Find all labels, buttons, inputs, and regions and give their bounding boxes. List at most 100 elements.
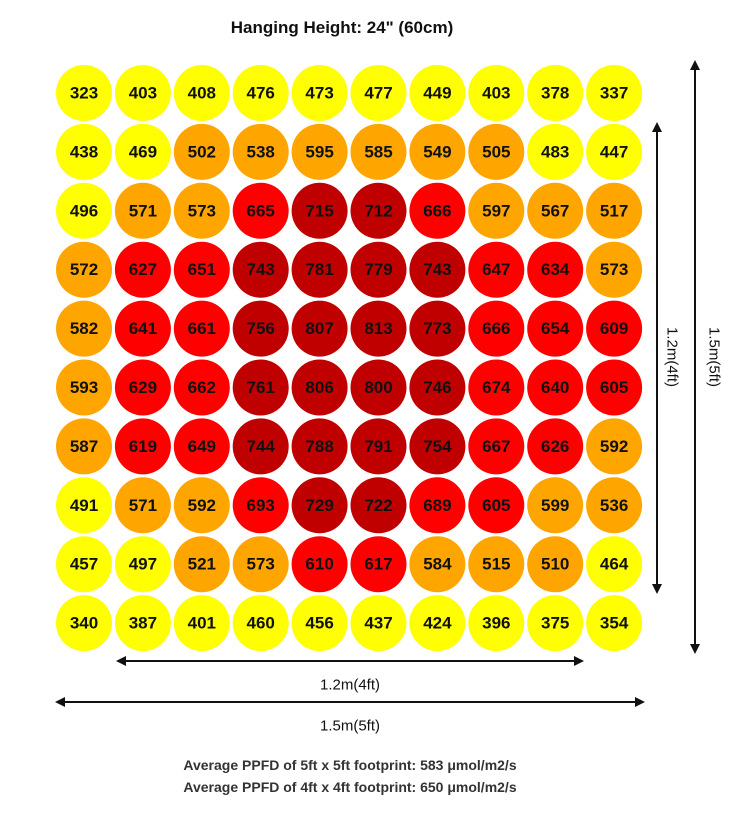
heatmap-cell-value: 323 — [70, 84, 98, 103]
heatmap-cell-value: 447 — [600, 142, 628, 161]
heatmap-cell-value: 634 — [541, 260, 570, 279]
heatmap-cell-value: 403 — [129, 84, 157, 103]
heatmap-cell-value: 438 — [70, 142, 98, 161]
average-ppfd-4ft: Average PPFD of 4ft x 4ft footprint: 650… — [0, 779, 700, 795]
heatmap-cell-value: 403 — [482, 84, 510, 103]
heatmap-cell-value: 496 — [70, 201, 98, 220]
heatmap-cell-value: 743 — [423, 260, 451, 279]
heatmap-cell-value: 460 — [247, 614, 275, 633]
heatmap-cell-value: 610 — [305, 555, 333, 574]
heatmap-cell-value: 661 — [188, 319, 216, 338]
heatmap-cell-value: 573 — [247, 555, 275, 574]
heatmap-cell-value: 538 — [247, 142, 275, 161]
heatmap-cell-value: 779 — [364, 260, 392, 279]
inner-horizontal-label: 1.2m(4ft) — [320, 677, 380, 694]
heatmap-cell-value: 627 — [129, 260, 157, 279]
heatmap-cell-value: 599 — [541, 496, 569, 515]
heatmap-cell-value: 571 — [129, 201, 157, 220]
heatmap-cell-value: 491 — [70, 496, 98, 515]
heatmap-cell-value: 473 — [305, 84, 333, 103]
heatmap-cell-value: 754 — [423, 437, 452, 456]
heatmap-cell-value: 387 — [129, 614, 157, 633]
heatmap-cell-value: 693 — [247, 496, 275, 515]
heatmap-cell-value: 340 — [70, 614, 98, 633]
outer-vertical-label: 1.5m(5ft) — [706, 327, 723, 387]
heatmap-cell-value: 662 — [188, 378, 216, 397]
heatmap-cell-value: 592 — [600, 437, 628, 456]
heatmap-cell-value: 654 — [541, 319, 570, 338]
heatmap-cell-value: 573 — [600, 260, 628, 279]
heatmap-cell-value: 584 — [423, 555, 452, 574]
heatmap-cell-value: 469 — [129, 142, 157, 161]
heatmap-cell-value: 567 — [541, 201, 569, 220]
heatmap-cell-value: 629 — [129, 378, 157, 397]
heatmap-cell-value: 756 — [247, 319, 275, 338]
heatmap-cell-value: 477 — [364, 84, 392, 103]
heatmap-cell-value: 573 — [188, 201, 216, 220]
heatmap-cell-value: 761 — [247, 378, 275, 397]
heatmap-cell-value: 424 — [423, 614, 452, 633]
heatmap-cell-value: 744 — [247, 437, 276, 456]
heatmap-cell-value: 457 — [70, 555, 98, 574]
heatmap-cell-value: 791 — [364, 437, 392, 456]
heatmap-cell-value: 571 — [129, 496, 157, 515]
heatmap-cell-value: 396 — [482, 614, 510, 633]
heatmap-cell-value: 476 — [247, 84, 275, 103]
outer-horizontal-label: 1.5m(5ft) — [320, 718, 380, 735]
heatmap-cell-value: 722 — [364, 496, 392, 515]
heatmap-cell-value: 641 — [129, 319, 157, 338]
heatmap-cell-value: 585 — [364, 142, 392, 161]
heatmap-cell-value: 813 — [364, 319, 392, 338]
heatmap-cell-value: 665 — [247, 201, 275, 220]
heatmap-cell-value: 619 — [129, 437, 157, 456]
heatmap-cell-value: 497 — [129, 555, 157, 574]
heatmap-cell-value: 640 — [541, 378, 569, 397]
heatmap-cell-value: 378 — [541, 84, 569, 103]
heatmap-cell-value: 502 — [188, 142, 216, 161]
heatmap-cell-value: 788 — [305, 437, 333, 456]
heatmap-cell-value: 649 — [188, 437, 216, 456]
heatmap-cell-value: 536 — [600, 496, 628, 515]
heatmap-cell-value: 505 — [482, 142, 510, 161]
heatmap-cell-value: 375 — [541, 614, 569, 633]
heatmap-cell-value: 510 — [541, 555, 569, 574]
heatmap-cell-value: 401 — [188, 614, 216, 633]
heatmap-cell-value: 521 — [188, 555, 216, 574]
heatmap-cell-value: 746 — [423, 378, 451, 397]
heatmap-cell-value: 337 — [600, 84, 628, 103]
heatmap-cell-value: 800 — [364, 378, 392, 397]
heatmap-cell-value: 354 — [600, 614, 629, 633]
heatmap-cell-value: 408 — [188, 84, 216, 103]
heatmap-cell-value: 437 — [364, 614, 392, 633]
heatmap-cell-value: 807 — [305, 319, 333, 338]
heatmap-cell-value: 743 — [247, 260, 275, 279]
heatmap-cell-value: 651 — [188, 260, 216, 279]
heatmap-cell-value: 609 — [600, 319, 628, 338]
heatmap-cell-value: 464 — [600, 555, 629, 574]
heatmap-cell-value: 674 — [482, 378, 511, 397]
heatmap-cell-value: 605 — [482, 496, 510, 515]
average-ppfd-5ft: Average PPFD of 5ft x 5ft footprint: 583… — [0, 757, 700, 773]
heatmap-cell-value: 715 — [305, 201, 333, 220]
heatmap-cell-value: 456 — [305, 614, 333, 633]
heatmap-cell-value: 517 — [600, 201, 628, 220]
heatmap-cell-value: 587 — [70, 437, 98, 456]
heatmap-cell-value: 647 — [482, 260, 510, 279]
heatmap-cell-value: 582 — [70, 319, 98, 338]
heatmap-cell-value: 667 — [482, 437, 510, 456]
heatmap-cell-value: 449 — [423, 84, 451, 103]
heatmap-cell-value: 806 — [305, 378, 333, 397]
heatmap-cell-value: 592 — [188, 496, 216, 515]
heatmap-cells: 323 403 408 476 473 477 449 403 378 337 438 469 502 5… — [56, 65, 642, 651]
heatmap-cell-value: 593 — [70, 378, 98, 397]
heatmap-cell-value: 572 — [70, 260, 98, 279]
heatmap-cell-value: 483 — [541, 142, 569, 161]
heatmap-cell-value: 666 — [482, 319, 510, 338]
heatmap-cell-value: 595 — [305, 142, 333, 161]
heatmap-cell-value: 689 — [423, 496, 451, 515]
heatmap-cell-value: 605 — [600, 378, 628, 397]
heatmap-cell-value: 781 — [305, 260, 333, 279]
inner-vertical-label: 1.2m(4ft) — [664, 327, 681, 387]
heatmap-cell-value: 597 — [482, 201, 510, 220]
